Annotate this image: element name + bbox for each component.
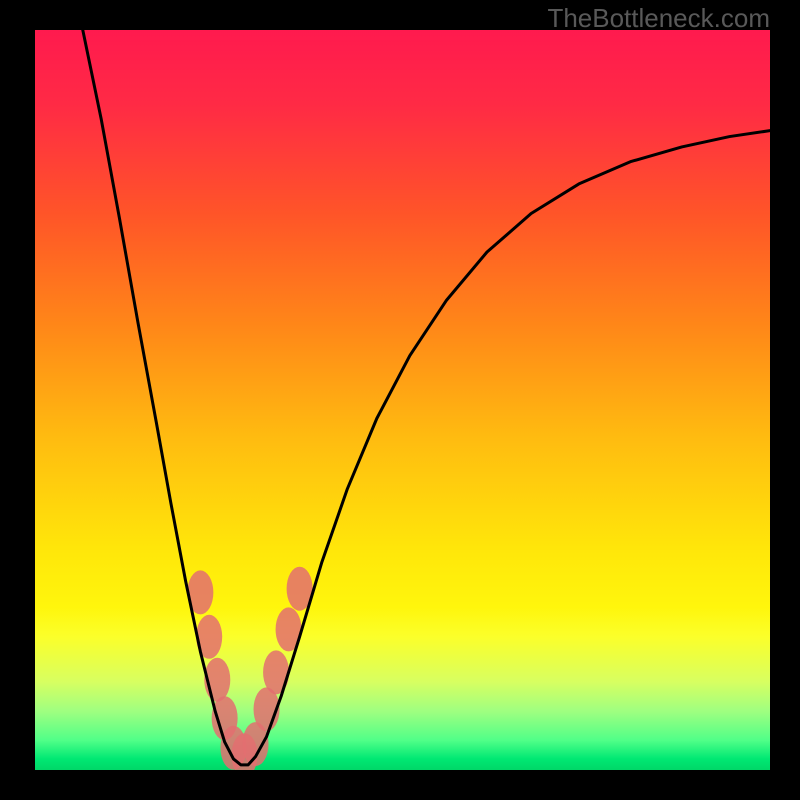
- data-markers: [187, 567, 312, 770]
- plot-area: [35, 30, 770, 770]
- bottleneck-curve: [83, 30, 770, 765]
- curve-overlay: [35, 30, 770, 770]
- chart-container: TheBottleneck.com: [0, 0, 800, 800]
- watermark-text: TheBottleneck.com: [547, 3, 770, 34]
